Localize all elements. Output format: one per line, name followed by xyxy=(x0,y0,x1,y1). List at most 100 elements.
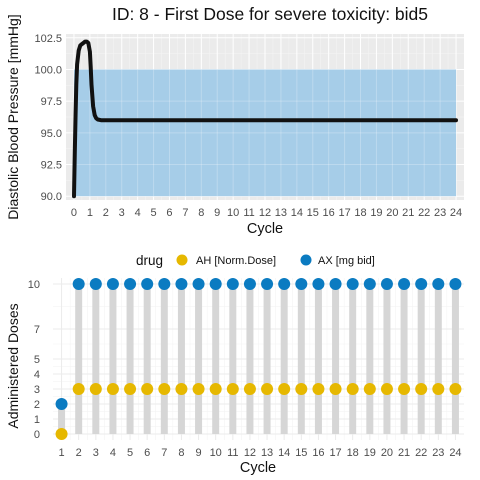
bottom-x-tick-label: 8 xyxy=(178,447,184,459)
top-y-axis-label: Diastolic Blood Pressure [mmHg] xyxy=(5,14,21,219)
ax-dose-point xyxy=(398,278,411,290)
ah-dose-point xyxy=(295,383,308,395)
bottom-y-axis-label: Administered Doses xyxy=(5,303,21,428)
ah-dose-point xyxy=(278,383,291,395)
top-y-tick-label: 102.5 xyxy=(34,33,62,45)
legend: drug AH [Norm.Dose] AX [mg bid] xyxy=(136,253,375,268)
top-y-tick-label: 97.5 xyxy=(41,96,62,108)
ah-dose-point xyxy=(226,383,239,395)
ah-dose-point xyxy=(449,383,462,395)
ax-dose-point xyxy=(158,278,171,290)
ah-dose-point xyxy=(329,383,342,395)
bottom-y-tick-label: 4 xyxy=(34,369,40,381)
ah-dose-point xyxy=(89,383,102,395)
ax-dose-point xyxy=(261,278,274,290)
ah-dose-point xyxy=(415,383,428,395)
bottom-x-tick-label: 11 xyxy=(227,447,238,459)
ah-dose-point xyxy=(158,383,171,395)
bottom-x-tick-label: 14 xyxy=(278,447,290,459)
top-y-tick-label: 95.0 xyxy=(41,128,62,140)
ax-dose-point xyxy=(243,278,256,290)
bottom-y-tick-label: 1 xyxy=(34,414,40,426)
normal-range-band xyxy=(73,69,457,197)
bottom-x-tick-label: 6 xyxy=(144,447,150,459)
bottom-x-tick-label: 5 xyxy=(127,447,133,459)
ah-dose-point xyxy=(175,383,188,395)
top-x-tick-label: 17 xyxy=(338,207,350,219)
ah-dose-point xyxy=(106,383,119,395)
top-x-tick-label: 11 xyxy=(243,207,254,219)
bottom-x-tick-label: 21 xyxy=(398,447,410,459)
top-x-tick-label: 14 xyxy=(291,207,303,219)
ax-dose-point xyxy=(312,278,325,290)
bottom-y-tick-label: 5 xyxy=(34,354,40,366)
top-y-tick-label: 100.0 xyxy=(34,64,62,76)
ax-dose-point xyxy=(278,278,291,290)
bottom-y-tick-label: 10 xyxy=(28,279,40,291)
bottom-y-tick-label: 3 xyxy=(34,384,40,396)
bottom-x-tick-label: 23 xyxy=(432,447,444,459)
bottom-x-tick-label: 15 xyxy=(295,447,307,459)
ax-dose-point xyxy=(141,278,154,290)
bottom-x-tick-label: 2 xyxy=(76,447,82,459)
top-grid-overlay xyxy=(73,69,457,197)
ax-dose-point xyxy=(432,278,445,290)
bottom-x-tick-label: 12 xyxy=(244,447,256,459)
ax-dose-point xyxy=(363,278,376,290)
bottom-x-tick-label: 7 xyxy=(161,447,167,459)
top-x-tick-label: 16 xyxy=(323,207,335,219)
legend-ah-swatch xyxy=(176,254,188,266)
ah-dose-point xyxy=(141,383,154,395)
top-x-tick-label: 3 xyxy=(119,207,125,219)
top-x-tick-label: 0 xyxy=(71,207,77,219)
ah-dose-point xyxy=(312,383,325,395)
bottom-y-tick-labels: 0 1 2 3 4 5 7 10 xyxy=(28,279,40,441)
bottom-x-tick-label: 13 xyxy=(261,447,273,459)
ax-dose-point xyxy=(415,278,428,290)
bottom-y-tick-label: 2 xyxy=(34,399,40,411)
ax-dose-point xyxy=(192,278,205,290)
top-x-tick-label: 19 xyxy=(370,207,382,219)
ah-dose-point xyxy=(261,383,274,395)
ax-dose-point xyxy=(72,278,85,290)
ah-dose-point xyxy=(209,383,222,395)
top-x-tick-label: 24 xyxy=(450,207,462,219)
legend-ax-swatch xyxy=(300,254,312,266)
top-x-tick-label: 23 xyxy=(434,207,446,219)
bottom-x-tick-label: 4 xyxy=(110,447,116,459)
top-x-tick-label: 10 xyxy=(227,207,239,219)
bottom-x-tick-label: 17 xyxy=(329,447,341,459)
ax-dose-point xyxy=(89,278,102,290)
blood-pressure-line xyxy=(72,39,458,199)
bottom-x-tick-label: 22 xyxy=(415,447,427,459)
top-x-tick-label: 9 xyxy=(214,207,220,219)
ax-dose-point xyxy=(449,278,462,290)
top-x-tick-label: 1 xyxy=(87,207,93,219)
ah-dose-point xyxy=(192,383,205,395)
bottom-x-tick-label: 24 xyxy=(449,447,461,459)
dose-points xyxy=(55,278,462,440)
bottom-x-tick-label: 19 xyxy=(364,447,376,459)
bottom-x-tick-label: 10 xyxy=(210,447,222,459)
top-x-tick-labels: 0 1 2 3 4 5 6 7 8 9 10 11 12 13 14 15 16 17 18 19 20 21 22 23 24 xyxy=(71,207,462,219)
ax-dose-point xyxy=(226,278,239,290)
bottom-y-tick-label: 0 xyxy=(34,429,40,441)
ax-dose-point xyxy=(124,278,137,290)
top-x-tick-label: 22 xyxy=(418,207,430,219)
top-chart-title: ID: 8 - First Dose for severe toxicity: … xyxy=(112,4,428,24)
bottom-x-tick-label: 16 xyxy=(312,447,324,459)
top-x-tick-label: 15 xyxy=(307,207,319,219)
top-chart: ID: 8 - First Dose for severe toxicity: … xyxy=(5,4,464,237)
ah-dose-point xyxy=(243,383,256,395)
top-y-tick-labels: 90.0 92.5 95.0 97.5 100.0 102.5 xyxy=(34,33,62,203)
top-x-tick-label: 6 xyxy=(166,207,172,219)
top-x-axis-label: Cycle xyxy=(247,221,283,237)
bottom-y-tick-label: 7 xyxy=(34,324,40,336)
bottom-x-tick-label: 9 xyxy=(196,447,202,459)
ax-dose-point xyxy=(329,278,342,290)
dose-stems xyxy=(58,284,459,434)
ah-dose-point xyxy=(432,383,445,395)
bottom-x-tick-label: 3 xyxy=(93,447,99,459)
top-x-tick-label: 20 xyxy=(386,207,398,219)
